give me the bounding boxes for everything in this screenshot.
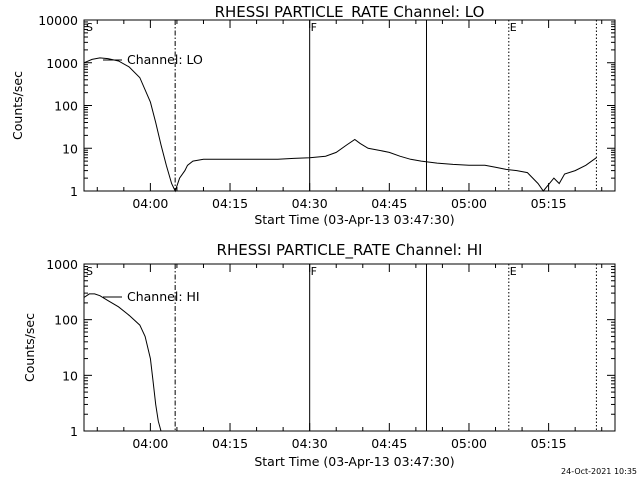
x-axis-label: Start Time (03-Apr-13 03:47:30) bbox=[254, 212, 454, 227]
lo-channel-panel: RHESSI PARTICLE_RATE Channel: LO Start Ti… bbox=[10, 3, 616, 227]
y-tick-label: 10 bbox=[62, 141, 78, 156]
x-tick-label: 04:15 bbox=[212, 436, 248, 451]
x-tick-label: 04:15 bbox=[212, 196, 248, 211]
x-tick-label: 04:00 bbox=[132, 436, 168, 451]
y-tick-label: 1000 bbox=[46, 56, 78, 71]
flag-e: E bbox=[510, 21, 517, 34]
flag-f: F bbox=[311, 265, 317, 278]
x-tick-label: 04:00 bbox=[132, 196, 168, 211]
x-axis-label: Start Time (03-Apr-13 03:47:30) bbox=[254, 454, 454, 469]
x-tick-label: 05:00 bbox=[451, 196, 487, 211]
flag-f: F bbox=[311, 21, 317, 34]
y-tick-label: 1 bbox=[70, 424, 78, 439]
y-tick-label: 1 bbox=[70, 184, 78, 199]
x-tick-label: 04:45 bbox=[371, 196, 407, 211]
hi-channel-panel: RHESSI PARTICLE_RATE Channel: HI Start Ti… bbox=[22, 241, 616, 469]
x-tick-label: 04:30 bbox=[292, 196, 328, 211]
y-tick-label: 1000 bbox=[46, 257, 78, 272]
legend-label: Channel: HI bbox=[127, 289, 200, 304]
data-series-line bbox=[83, 293, 162, 432]
y-tick-label: 10 bbox=[62, 368, 78, 383]
plot-frame bbox=[83, 263, 616, 432]
flag-s: S bbox=[86, 21, 93, 34]
x-tick-label: 05:00 bbox=[451, 436, 487, 451]
flag-s: S bbox=[86, 265, 93, 278]
flag-e: E bbox=[510, 265, 517, 278]
plot-frame bbox=[83, 19, 616, 192]
chart-title: RHESSI PARTICLE_RATE Channel: LO bbox=[215, 3, 485, 22]
data-series-line bbox=[83, 57, 597, 193]
chart-title: RHESSI PARTICLE_RATE Channel: HI bbox=[217, 241, 483, 260]
x-tick-label: 04:30 bbox=[292, 436, 328, 451]
y-axis-label: Counts/sec bbox=[10, 71, 25, 140]
y-axis-label: Counts/sec bbox=[22, 313, 37, 382]
y-tick-label: 10000 bbox=[38, 13, 78, 28]
y-tick-label: 100 bbox=[54, 313, 78, 328]
y-tick-label: 100 bbox=[54, 99, 78, 114]
x-tick-label: 04:45 bbox=[371, 436, 407, 451]
x-tick-label: 05:15 bbox=[531, 436, 567, 451]
x-tick-label: 05:15 bbox=[531, 196, 567, 211]
generation-timestamp: 24-Oct-2021 10:35 bbox=[561, 467, 637, 476]
legend-label: Channel: LO bbox=[127, 52, 203, 67]
